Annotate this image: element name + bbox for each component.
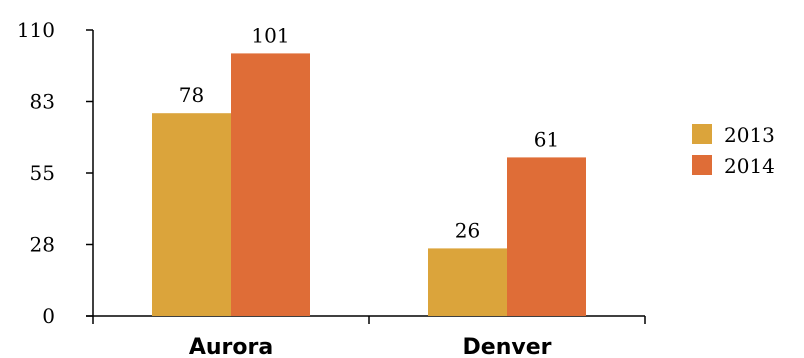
y-tick-label: 0 [42, 304, 55, 328]
data-label: 26 [455, 218, 480, 242]
bars [152, 53, 586, 317]
bar-2014-denver [507, 157, 586, 316]
bar-2013-denver [428, 248, 507, 316]
data-label: 61 [534, 127, 559, 151]
x-axis: Aurora Denver [86, 315, 646, 358]
y-axis: 0 28 55 83 110 [17, 18, 94, 328]
legend: 2013 2014 [692, 123, 775, 178]
y-tick-label: 55 [30, 161, 55, 185]
bar-2013-aurora [152, 113, 231, 316]
legend-label: 2014 [724, 154, 775, 178]
legend-label: 2013 [724, 123, 775, 147]
legend-swatch-2013 [692, 124, 712, 144]
data-labels: 78 101 26 61 [179, 23, 559, 242]
legend-swatch-2014 [692, 155, 712, 175]
y-tick-label: 83 [30, 90, 55, 114]
x-category-label: Aurora [189, 335, 273, 358]
y-tick-label: 110 [17, 18, 55, 42]
x-category-label: Denver [463, 335, 552, 358]
data-label: 101 [251, 23, 289, 47]
y-tick-label: 28 [30, 233, 55, 257]
bar-2014-aurora [231, 53, 310, 317]
data-label: 78 [179, 83, 204, 107]
